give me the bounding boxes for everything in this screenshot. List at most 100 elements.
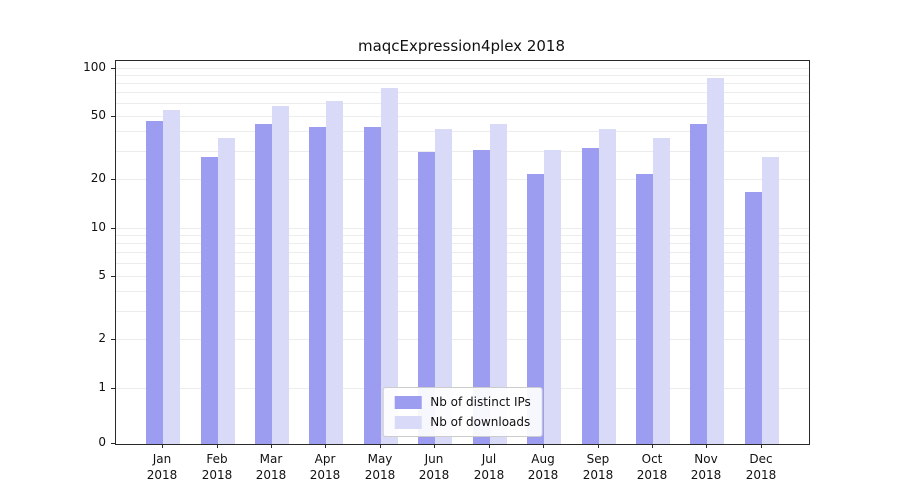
x-tick-label: Mar 2018	[256, 451, 287, 483]
x-tick-label-line: 2018	[309, 468, 341, 482]
gridline	[116, 275, 809, 277]
x-tick-label: Apr 2018	[310, 451, 341, 483]
bar-downloads	[272, 106, 289, 444]
bar-distinct-ips	[582, 148, 599, 444]
gridline	[116, 291, 809, 293]
y-tick	[111, 179, 115, 181]
y-tick-label: 5	[98, 267, 106, 282]
bar-downloads	[218, 138, 235, 444]
y-tick-label: 2	[98, 331, 106, 346]
x-tick	[162, 444, 163, 448]
x-tick-label-line: 2018	[636, 468, 668, 482]
x-tick-label: Jun 2018	[419, 451, 450, 483]
x-tick	[706, 444, 707, 448]
bar-distinct-ips	[255, 124, 272, 444]
x-tick-label: Nov 2018	[691, 451, 722, 483]
plot-area: Nb of distinct IPs Nb of downloads	[115, 60, 810, 445]
bar-distinct-ips	[364, 127, 381, 444]
bar-distinct-ips	[201, 157, 218, 444]
gridline	[116, 92, 809, 94]
bar-downloads	[653, 138, 670, 444]
gridline	[116, 103, 809, 105]
gridline	[116, 151, 809, 153]
x-tick	[271, 444, 272, 448]
y-tick	[111, 387, 115, 389]
y-tick	[111, 115, 115, 117]
x-tick	[761, 444, 762, 448]
y-tick-label: 10	[90, 219, 106, 234]
x-tick-label-line: Aug	[531, 452, 555, 466]
x-tick-label-line: May	[367, 452, 393, 466]
x-tick	[434, 444, 435, 448]
x-tick-label: Jan 2018	[147, 451, 178, 483]
bar-distinct-ips	[146, 121, 163, 444]
bar-distinct-ips	[690, 124, 707, 444]
legend-swatch	[394, 415, 422, 429]
bar-downloads	[381, 88, 398, 444]
bar-downloads	[707, 78, 724, 444]
gridline	[116, 75, 809, 76]
x-tick-label-line: 2018	[745, 468, 777, 482]
bar-distinct-ips	[745, 192, 762, 444]
x-tick-label-line: Nov	[694, 452, 718, 466]
bar-distinct-ips	[309, 127, 326, 444]
gridline	[116, 67, 809, 69]
y-tick-label: 1	[98, 379, 106, 394]
x-tick-label-line: Jan	[152, 452, 172, 466]
x-tick	[652, 444, 653, 448]
x-tick	[380, 444, 381, 448]
x-tick-label-line: 2018	[527, 468, 559, 482]
legend-label: Nb of distinct IPs	[430, 395, 531, 409]
x-tick-label-line: Dec	[749, 452, 773, 466]
bar-distinct-ips	[636, 174, 653, 444]
x-tick-label-line: 2018	[418, 468, 450, 482]
x-tick-label: May 2018	[365, 451, 396, 483]
x-tick	[325, 444, 326, 448]
chart-title: maqcExpression4plex 2018	[357, 37, 565, 55]
gridline	[116, 234, 809, 236]
y-tick	[111, 227, 115, 229]
x-tick	[598, 444, 599, 448]
gridline	[116, 131, 809, 133]
x-tick-label-line: Oct	[641, 452, 663, 466]
x-tick	[217, 444, 218, 448]
gridline	[116, 115, 809, 117]
bar-downloads	[326, 101, 343, 444]
y-tick	[111, 275, 115, 277]
x-tick-label: Aug 2018	[528, 451, 559, 483]
gridline	[116, 263, 809, 264]
y-tick-label: 20	[90, 171, 106, 186]
legend: Nb of distinct IPs Nb of downloads	[382, 387, 543, 437]
gridline	[116, 252, 809, 254]
y-tick	[111, 67, 115, 69]
bar-downloads	[163, 110, 180, 444]
x-tick-label: Jul 2018	[474, 451, 505, 483]
x-tick	[543, 444, 544, 448]
gridline	[116, 179, 809, 181]
y-tick-label: 50	[90, 107, 106, 122]
bar-downloads	[435, 129, 452, 444]
x-tick-label-line: 2018	[201, 468, 233, 482]
legend-label: Nb of downloads	[430, 415, 531, 429]
x-tick-label-line: Sep	[586, 452, 610, 466]
x-tick	[489, 444, 490, 448]
x-tick-label: Oct 2018	[637, 451, 668, 483]
y-tick-label: 0	[98, 435, 106, 449]
gridline	[116, 311, 809, 313]
y-tick-label: 100	[83, 59, 106, 74]
gridline	[116, 243, 809, 245]
x-tick-label-line: 2018	[146, 468, 178, 482]
bar-downloads	[490, 124, 507, 444]
bar-distinct-ips	[418, 152, 435, 444]
legend-item: Nb of distinct IPs	[394, 395, 531, 409]
x-tick-label-line: Jun	[424, 452, 444, 466]
gridline	[116, 83, 809, 85]
legend-item: Nb of downloads	[394, 415, 531, 429]
x-tick-label: Feb 2018	[202, 451, 233, 483]
x-tick-label-line: 2018	[255, 468, 287, 482]
x-tick-label-line: Feb	[206, 452, 228, 466]
bar-downloads	[544, 150, 561, 444]
legend-swatch	[394, 395, 422, 409]
bar-downloads	[762, 157, 779, 444]
